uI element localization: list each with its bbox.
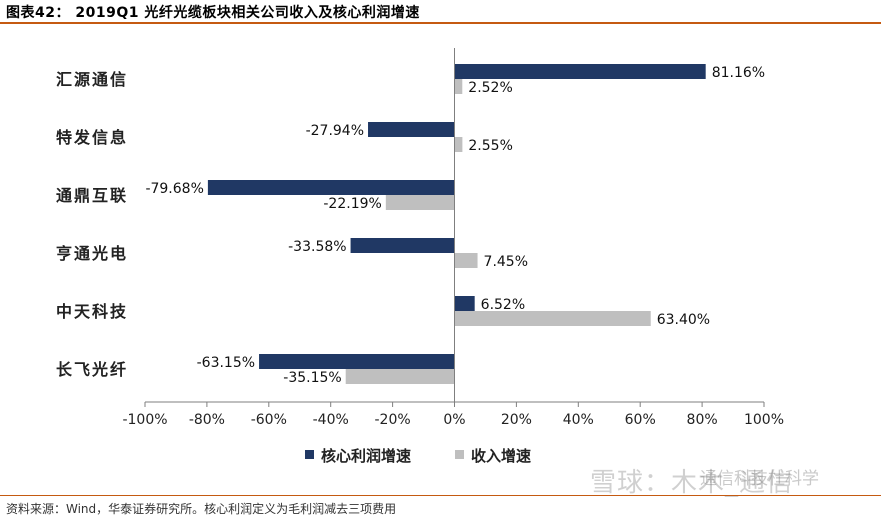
watermark-secondary: 通信科技杜科学 xyxy=(700,469,819,489)
data-label: -33.58% xyxy=(288,239,346,255)
data-label: 2.52% xyxy=(468,80,512,96)
x-tick-label: 0% xyxy=(443,412,465,428)
bar-core-profit xyxy=(454,296,475,311)
footer-divider xyxy=(0,495,881,496)
bar-core-profit xyxy=(350,238,455,253)
data-label: 7.45% xyxy=(484,254,528,270)
bar-core-profit xyxy=(454,64,706,79)
data-label: -22.19% xyxy=(323,196,381,212)
bar-core-profit xyxy=(368,122,455,137)
legend-swatch-core-profit xyxy=(305,450,314,459)
category-label: 通鼎互联 xyxy=(56,186,128,205)
legend-label: 收入增速 xyxy=(471,447,531,465)
bar-revenue xyxy=(454,79,463,94)
bar-revenue xyxy=(454,311,651,326)
chart-title: 图表42： 2019Q1 光纤光缆板块相关公司收入及核心利润增速 xyxy=(6,5,420,21)
bar-revenue xyxy=(454,253,478,268)
category-label: 特发信息 xyxy=(56,128,128,147)
data-label: 2.55% xyxy=(468,138,512,154)
source-note: 资料来源：Wind，华泰证券研究所。核心利润定义为毛利润减去三项费用 xyxy=(6,502,397,516)
legend-swatch-revenue xyxy=(455,450,464,459)
bar-core-profit xyxy=(259,354,455,369)
data-label: -63.15% xyxy=(197,355,255,371)
x-tick-label: 20% xyxy=(501,412,532,428)
data-label: 81.16% xyxy=(712,65,765,81)
category-label: 汇源通信 xyxy=(56,70,128,89)
watermark: 雪球：木木_通信 xyxy=(590,468,794,498)
x-tick-label: -80% xyxy=(189,412,225,428)
bar-revenue xyxy=(454,137,463,152)
bar-core-profit xyxy=(207,180,455,195)
data-label: -27.94% xyxy=(306,123,364,139)
x-tick-label: -40% xyxy=(313,412,349,428)
data-label: 6.52% xyxy=(481,297,525,313)
x-tick-label: 40% xyxy=(563,412,594,428)
title-divider xyxy=(0,22,881,24)
data-label: -35.15% xyxy=(283,370,341,386)
x-tick-label: 60% xyxy=(625,412,656,428)
legend-label: 核心利润增速 xyxy=(321,447,411,465)
bar-revenue xyxy=(385,195,455,210)
category-label: 亨通光电 xyxy=(56,244,128,263)
x-tick-label: 80% xyxy=(687,412,718,428)
x-tick-label: -100% xyxy=(122,412,167,428)
x-tick-label: -60% xyxy=(251,412,287,428)
bar-revenue xyxy=(345,369,455,384)
x-tick-label: -20% xyxy=(375,412,411,428)
data-label: 63.40% xyxy=(657,312,710,328)
category-label: 长飞光纤 xyxy=(56,360,128,379)
category-label: 中天科技 xyxy=(56,302,128,321)
x-tick-label: 100% xyxy=(744,412,784,428)
data-label: -79.68% xyxy=(145,181,203,197)
